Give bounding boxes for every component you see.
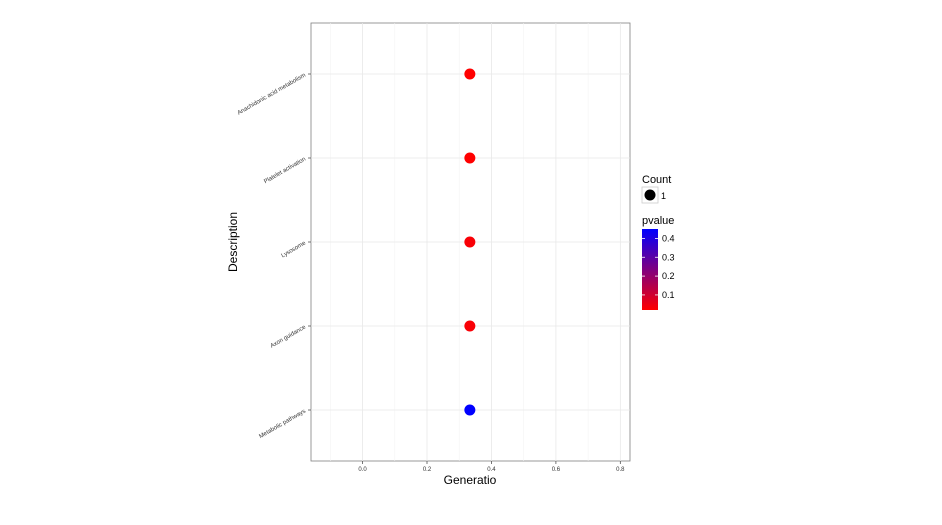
y-tick-label: Lysosome	[281, 240, 308, 259]
color-legend-label: 0.3	[662, 252, 675, 262]
color-legend-label: 0.4	[662, 233, 675, 243]
y-tick-label: Anachidonic acid metabolism	[237, 73, 307, 117]
data-point	[464, 236, 476, 248]
data-point	[464, 152, 476, 164]
size-legend-label: 1	[661, 191, 666, 201]
y-axis-title: Description	[226, 212, 240, 272]
y-tick-label: Axon guidance	[270, 324, 308, 349]
color-legend-label: 0.1	[662, 290, 675, 300]
color-legend-title: pvalue	[642, 215, 674, 227]
color-legend-label: 0.2	[662, 271, 675, 281]
x-tick-label: 0.2	[423, 467, 432, 473]
data-point	[464, 320, 476, 332]
size-legend-dot	[644, 189, 656, 201]
grid-lines	[311, 23, 630, 461]
legend: Count 1 pvalue 0.4 0.3 0.2 0.1	[641, 174, 675, 310]
data-point	[464, 68, 476, 80]
color-legend-bar	[642, 229, 658, 310]
data-points	[464, 68, 476, 416]
y-tick-label: Platelet activation	[263, 157, 307, 186]
x-axis-title: Generatio	[444, 473, 497, 487]
x-tick-label: 0.8	[616, 467, 625, 473]
size-legend-title: Count	[642, 174, 671, 186]
x-tick-label: 0.4	[487, 467, 496, 473]
x-axis: 0.0 0.2 0.4 0.6 0.8	[358, 461, 625, 473]
x-tick-label: 0.0	[358, 467, 367, 473]
color-legend-ticks: 0.4 0.3 0.2 0.1	[642, 233, 675, 300]
x-tick-label: 0.6	[552, 467, 561, 473]
data-point	[464, 404, 476, 416]
y-tick-label: Metabolic pathways	[258, 409, 307, 441]
y-axis: Anachidonic acid metabolism Platelet acti…	[237, 73, 311, 441]
